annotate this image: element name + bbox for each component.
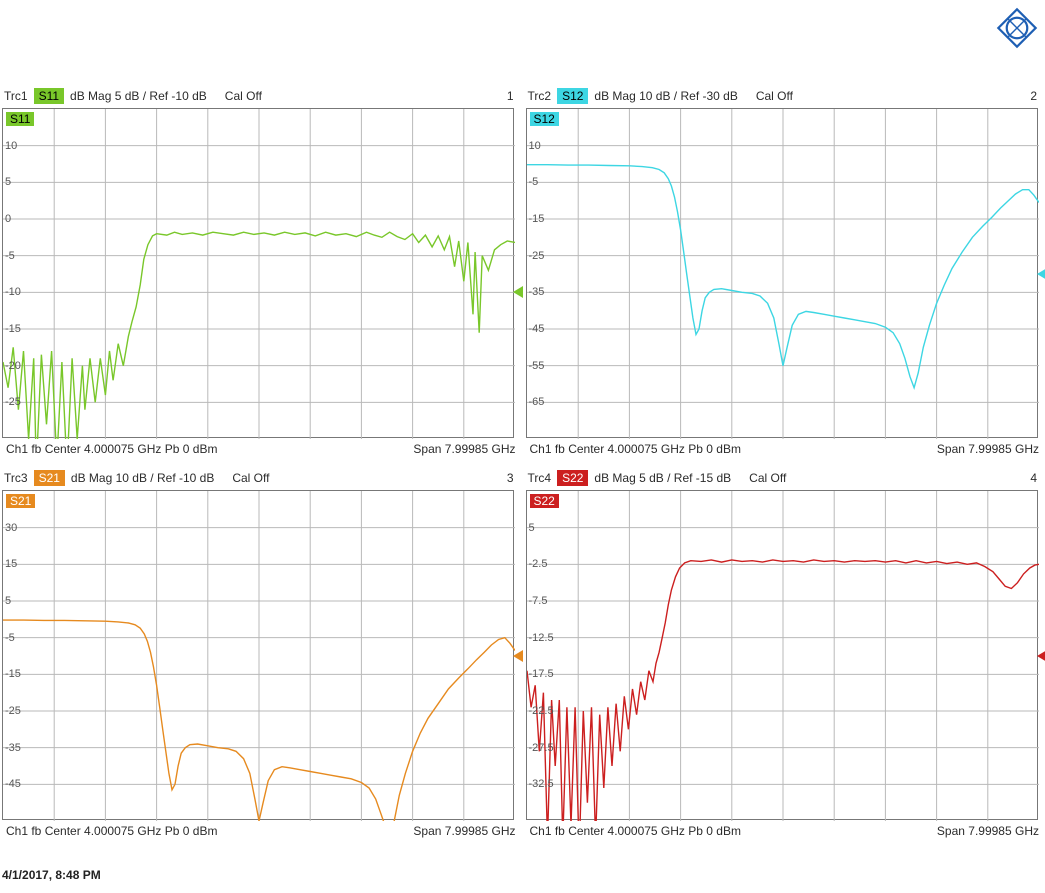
ref-marker-icon — [1037, 650, 1045, 662]
param-tag: S21 — [34, 470, 65, 486]
y-tick-label: -20 — [4, 360, 22, 372]
y-tick-label: -45 — [528, 323, 546, 335]
param-badge: S11 — [6, 112, 34, 126]
cal-status: Cal Off — [749, 471, 786, 485]
y-axis-labels: 5 -2.5 -7.5 -12.5 -17.5 -22.5 -27.5 -32.5 — [526, 491, 560, 819]
y-tick-label: -15 — [4, 668, 22, 680]
y-tick-label: -55 — [528, 360, 546, 372]
y-tick-label: -25 — [528, 250, 546, 262]
y-tick-label: 0 — [4, 213, 12, 225]
y-tick-label: -22.5 — [528, 705, 555, 717]
chart-area[interactable]: S21 30 15 5 -5 -15 -25 -35 -45 — [2, 490, 514, 820]
param-badge: S12 — [530, 112, 559, 126]
plot-svg — [3, 491, 515, 821]
y-tick-label: -10 — [4, 286, 22, 298]
footer-left: Ch1 fb Center 4.000075 GHz Pb 0 dBm — [530, 442, 741, 456]
y-tick-label: 5 — [528, 522, 536, 534]
panel-footer: Ch1 fb Center 4.000075 GHz Pb 0 dBm Span … — [2, 820, 520, 840]
footer-right: Span 7.99985 GHz — [413, 824, 515, 838]
param-tag: S11 — [34, 88, 64, 104]
panel-footer: Ch1 fb Center 4.000075 GHz Pb 0 dBm Span … — [526, 820, 1044, 840]
header-settings: dB Mag 10 dB / Ref -30 dB — [594, 89, 737, 103]
y-tick-label: -17.5 — [528, 668, 555, 680]
chart-area[interactable]: S12 10 -5 -15 -25 -35 -45 -55 -65 — [526, 108, 1038, 438]
y-tick-label: -35 — [528, 286, 546, 298]
footer-left: Ch1 fb Center 4.000075 GHz Pb 0 dBm — [6, 442, 217, 456]
y-tick-label: 10 — [4, 140, 18, 152]
y-tick-label: 30 — [4, 522, 18, 534]
cal-status: Cal Off — [232, 471, 269, 485]
ref-marker-icon — [1037, 268, 1045, 280]
trace-name: Trc1 — [4, 89, 28, 103]
footer-right: Span 7.99985 GHz — [413, 442, 515, 456]
y-tick-label: -2.5 — [528, 558, 549, 570]
y-tick-label: -15 — [4, 323, 22, 335]
panel-footer: Ch1 fb Center 4.000075 GHz Pb 0 dBm Span … — [526, 438, 1044, 458]
panel-header: Trc4 S22 dB Mag 5 dB / Ref -15 dB Cal Off 4 — [526, 468, 1044, 490]
timestamp: 4/1/2017, 8:48 PM — [2, 868, 101, 889]
y-tick-label: 5 — [4, 595, 12, 607]
footer-left: Ch1 fb Center 4.000075 GHz Pb 0 dBm — [530, 824, 741, 838]
y-tick-label: -5 — [528, 176, 540, 188]
chart-area[interactable]: S11 10 5 0 -5 -10 -15 -20 -25 — [2, 108, 514, 438]
panel-index: 4 — [1030, 471, 1041, 485]
panel-s22: Trc4 S22 dB Mag 5 dB / Ref -15 dB Cal Off 4 S… — [526, 468, 1044, 840]
logo-icon — [995, 6, 1039, 50]
panel-header: Trc3 S21 dB Mag 10 dB / Ref -10 dB Cal Off 3 — [2, 468, 520, 490]
y-tick-label: -45 — [4, 778, 22, 790]
footer-right: Span 7.99985 GHz — [937, 824, 1039, 838]
panel-index: 2 — [1030, 89, 1041, 103]
footer-left: Ch1 fb Center 4.000075 GHz Pb 0 dBm — [6, 824, 217, 838]
y-tick-label: -12.5 — [528, 632, 555, 644]
panel-footer: Ch1 fb Center 4.000075 GHz Pb 0 dBm Span … — [2, 438, 520, 458]
plot-svg — [527, 491, 1039, 821]
panel-s11: Trc1 S11 dB Mag 5 dB / Ref -10 dB Cal Off 1 S… — [2, 86, 520, 458]
y-tick-label: -65 — [528, 396, 546, 408]
y-tick-label: 15 — [4, 558, 18, 570]
y-axis-labels: 10 -5 -15 -25 -35 -45 -55 -65 — [526, 109, 560, 437]
y-tick-label: -5 — [4, 632, 16, 644]
param-tag: S22 — [557, 470, 588, 486]
plot-svg — [527, 109, 1039, 439]
header-settings: dB Mag 5 dB / Ref -10 dB — [70, 89, 207, 103]
y-tick-label: -15 — [528, 213, 546, 225]
panel-header: Trc2 S12 dB Mag 10 dB / Ref -30 dB Cal Off 2 — [526, 86, 1044, 108]
y-tick-label: -5 — [4, 250, 16, 262]
ref-marker-icon — [513, 650, 523, 662]
y-tick-label: -25 — [4, 396, 22, 408]
trace-name: Trc2 — [528, 89, 552, 103]
panel-s12: Trc2 S12 dB Mag 10 dB / Ref -30 dB Cal Off 2… — [526, 86, 1044, 458]
chart-area[interactable]: S22 5 -2.5 -7.5 -12.5 -17.5 -22.5 -27.5 -32.5 — [526, 490, 1038, 820]
y-tick-label: -25 — [4, 705, 22, 717]
param-badge: S22 — [530, 494, 559, 508]
panel-index: 1 — [507, 89, 518, 103]
y-tick-label: -7.5 — [528, 595, 549, 607]
panel-s21: Trc3 S21 dB Mag 10 dB / Ref -10 dB Cal Off 3… — [2, 468, 520, 840]
y-tick-label: -35 — [4, 742, 22, 754]
trace-name: Trc4 — [528, 471, 552, 485]
param-tag: S12 — [557, 88, 588, 104]
cal-status: Cal Off — [756, 89, 793, 103]
header-settings: dB Mag 5 dB / Ref -15 dB — [594, 471, 731, 485]
y-tick-label: -32.5 — [528, 778, 555, 790]
plot-svg — [3, 109, 515, 439]
panel-header: Trc1 S11 dB Mag 5 dB / Ref -10 dB Cal Off 1 — [2, 86, 520, 108]
y-axis-labels: 10 5 0 -5 -10 -15 -20 -25 — [2, 109, 36, 437]
y-tick-label: 5 — [4, 176, 12, 188]
param-badge: S21 — [6, 494, 35, 508]
cal-status: Cal Off — [225, 89, 262, 103]
header-settings: dB Mag 10 dB / Ref -10 dB — [71, 471, 214, 485]
ref-marker-icon — [513, 286, 523, 298]
footer-right: Span 7.99985 GHz — [937, 442, 1039, 456]
panel-index: 3 — [507, 471, 518, 485]
y-axis-labels: 30 15 5 -5 -15 -25 -35 -45 — [2, 491, 36, 819]
y-tick-label: -27.5 — [528, 742, 555, 754]
trace-name: Trc3 — [4, 471, 28, 485]
y-tick-label: 10 — [528, 140, 542, 152]
